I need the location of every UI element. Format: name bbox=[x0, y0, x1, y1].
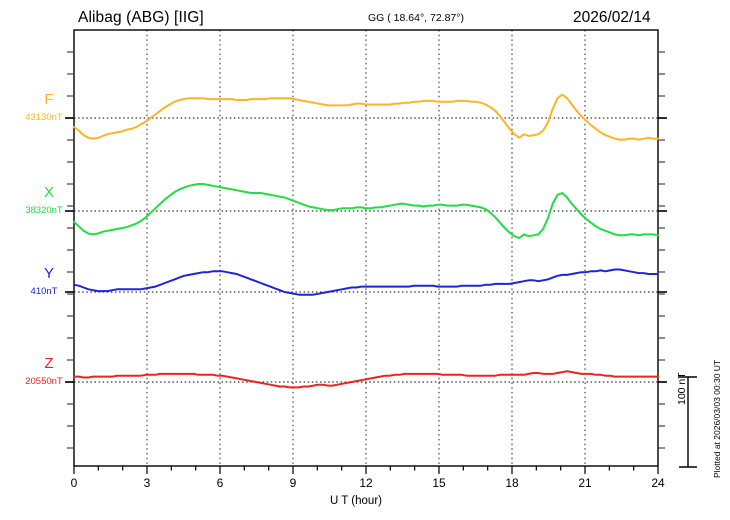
component-baseline-value-F: 43130nT bbox=[25, 112, 63, 123]
x-axis-tick-label: 3 bbox=[144, 476, 151, 490]
plotted-timestamp: Plotted at 2026/03/03 00:30 UT bbox=[712, 359, 722, 478]
x-axis-tick-label: 0 bbox=[71, 476, 78, 490]
component-label-F: F bbox=[44, 91, 53, 108]
trace-X bbox=[73, 183, 659, 239]
component-baseline-value-Z: 20550nT bbox=[25, 376, 63, 387]
component-label-Z: Z bbox=[44, 355, 53, 372]
geographic-coordinates: GG ( 18.64°, 72.87°) bbox=[368, 12, 464, 24]
x-axis-tick-label: 15 bbox=[432, 476, 446, 490]
component-label-Y: Y bbox=[44, 265, 54, 282]
x-axis-tick-label: 18 bbox=[505, 476, 519, 490]
x-axis-tick-label: 6 bbox=[217, 476, 224, 490]
trace-F bbox=[73, 93, 659, 141]
observation-date: 2026/02/14 bbox=[573, 9, 651, 26]
x-axis-tick-label: 24 bbox=[651, 476, 665, 490]
x-axis-tick-label: 9 bbox=[290, 476, 297, 490]
component-label-X: X bbox=[44, 184, 54, 201]
x-axis-label: U T (hour) bbox=[330, 495, 382, 507]
trace-Y bbox=[73, 268, 659, 296]
component-baseline-value-Y: 410nT bbox=[31, 286, 58, 297]
x-axis-tick-label: 21 bbox=[578, 476, 592, 490]
trace-Z bbox=[73, 370, 659, 389]
plot-frame bbox=[73, 29, 659, 467]
x-axis-tick-label: 12 bbox=[359, 476, 373, 490]
scale-bar-label: 100 nT bbox=[676, 372, 688, 405]
component-baseline-value-X: 38320nT bbox=[25, 205, 63, 216]
page-title: Alibag (ABG) [IIG] bbox=[78, 9, 204, 26]
